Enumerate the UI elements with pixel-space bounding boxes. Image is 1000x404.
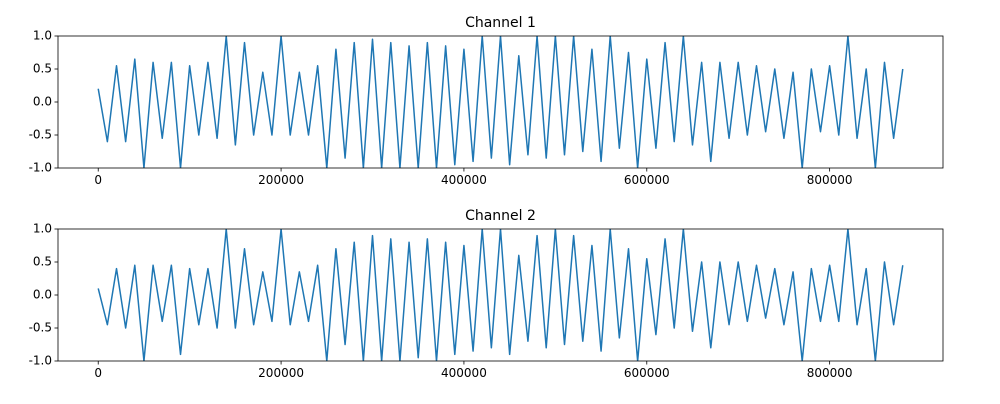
x-tick-label: 600000 <box>624 366 670 380</box>
waveform <box>97 229 904 361</box>
x-tick-label: 800000 <box>807 173 853 187</box>
x-tick-label: 400000 <box>441 366 487 380</box>
x-tick-label: 0 <box>94 366 102 380</box>
x-tick-label: 0 <box>94 173 102 187</box>
y-tick-label: 1.0 <box>33 29 52 43</box>
y-tick-label: -1.0 <box>29 161 52 175</box>
chart-title: Channel 2 <box>465 208 536 224</box>
y-tick-label: 0.5 <box>33 255 52 269</box>
y-tick-label: -0.5 <box>29 321 52 335</box>
x-tick-label: 200000 <box>258 366 304 380</box>
y-tick-label: 0.0 <box>33 288 52 302</box>
axes-frame <box>57 35 944 169</box>
waveform <box>97 36 904 168</box>
y-tick-label: -0.5 <box>29 128 52 142</box>
axes-frame <box>57 228 944 362</box>
y-tick-label: 1.0 <box>33 222 52 236</box>
y-tick-label: 0.0 <box>33 95 52 109</box>
x-tick-label: 600000 <box>624 173 670 187</box>
x-tick-label: 200000 <box>258 173 304 187</box>
x-tick-label: 800000 <box>807 366 853 380</box>
y-tick-label: -1.0 <box>29 354 52 368</box>
x-tick-label: 400000 <box>441 173 487 187</box>
y-tick-label: 0.5 <box>33 62 52 76</box>
chart-title: Channel 1 <box>465 15 536 31</box>
